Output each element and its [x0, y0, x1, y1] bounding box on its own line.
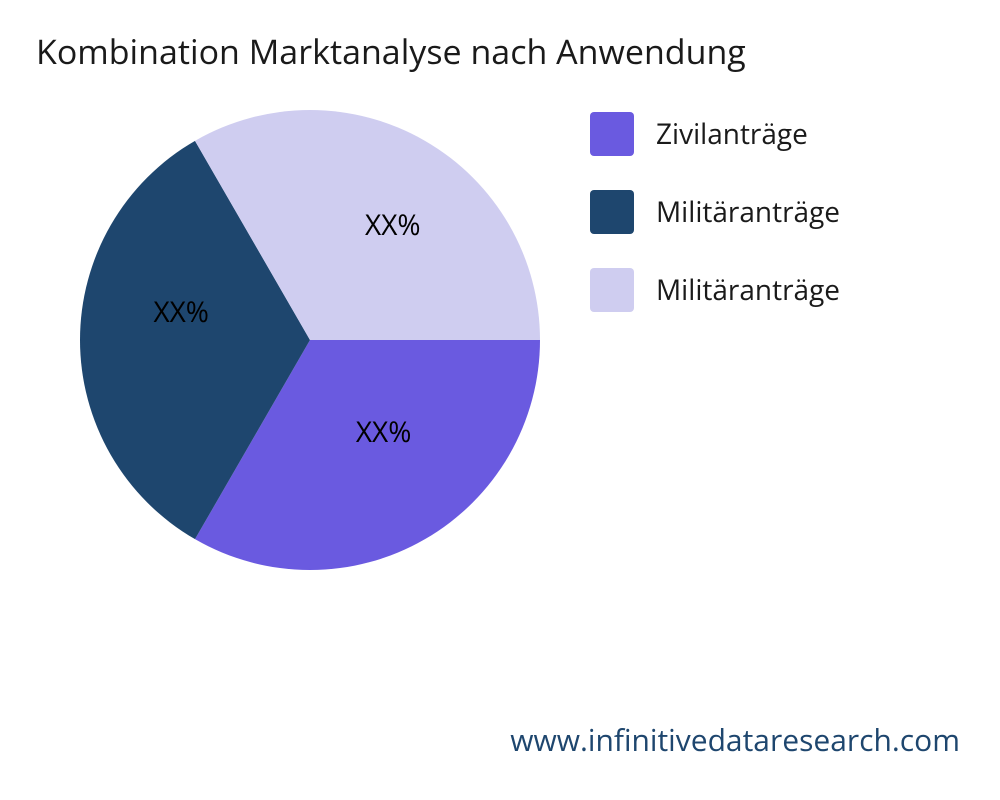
legend-swatch: [590, 190, 634, 234]
pie-slice-label: XX%: [365, 206, 421, 244]
legend-swatch: [590, 112, 634, 156]
legend-label: Militäranträge: [656, 271, 840, 309]
legend-label: Zivilanträge: [656, 115, 808, 153]
source-link[interactable]: www.infinitivedataresearch.com: [510, 719, 960, 760]
legend-item: Militäranträge: [590, 268, 840, 312]
legend: Zivilanträge Militäranträge Militäranträge: [590, 112, 840, 346]
legend-item: Zivilanträge: [590, 112, 840, 156]
legend-item: Militäranträge: [590, 190, 840, 234]
pie-slice-label: XX%: [153, 293, 209, 331]
legend-swatch: [590, 268, 634, 312]
pie-slice-label: XX%: [356, 413, 412, 451]
chart-title: Kombination Marktanalyse nach Anwendung: [36, 28, 746, 74]
pie-svg: [80, 110, 540, 570]
pie-chart: XX% XX% XX%: [80, 110, 540, 570]
legend-label: Militäranträge: [656, 193, 840, 231]
